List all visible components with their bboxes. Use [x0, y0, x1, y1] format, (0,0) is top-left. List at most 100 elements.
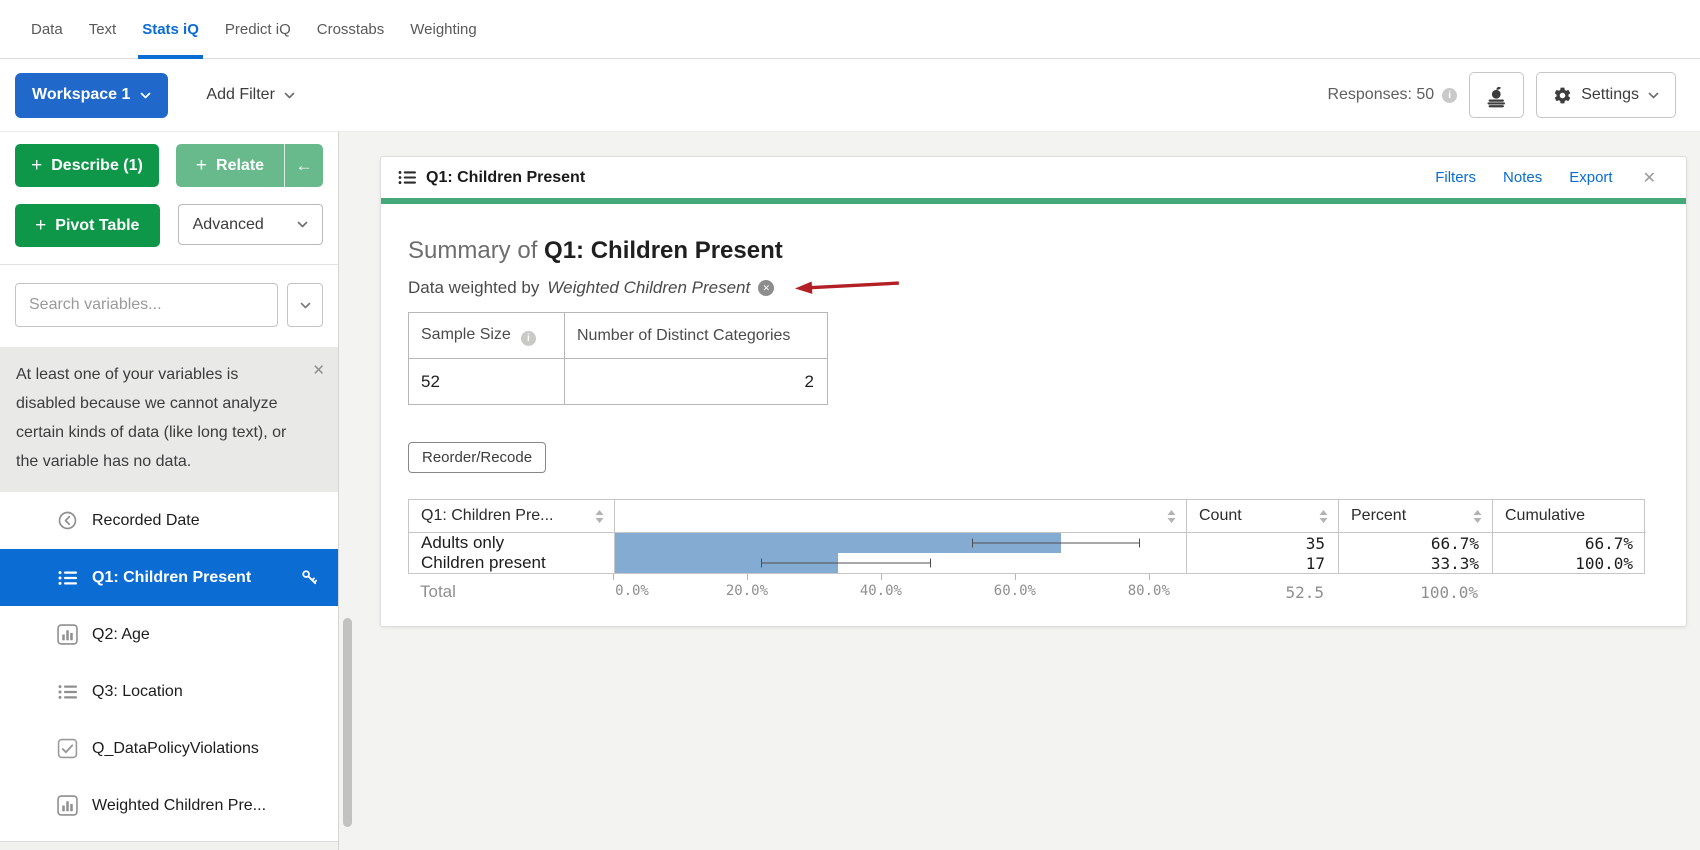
pivot-table-label: Pivot Table: [55, 216, 140, 234]
settings-button[interactable]: Settings: [1536, 72, 1676, 118]
apple-book-icon: [1483, 82, 1510, 109]
responses-label: Responses: 50: [1327, 86, 1435, 103]
reorder-recode-button[interactable]: Reorder/Recode: [408, 442, 547, 473]
total-percent: 100.0%: [1420, 583, 1478, 602]
add-filter-button[interactable]: Add Filter: [206, 86, 295, 104]
tab-crosstabs[interactable]: Crosstabs: [316, 20, 385, 38]
info-icon[interactable]: i: [1442, 87, 1458, 103]
learning-button[interactable]: [1469, 72, 1525, 118]
plus-icon: +: [35, 215, 47, 236]
bar: [615, 553, 838, 573]
sample-size-value: 52: [408, 358, 565, 405]
variable-item-q1-children-present[interactable]: Q1: Children Present: [0, 549, 338, 606]
top-nav: Data Text Stats iQ Predict iQ Crosstabs …: [0, 0, 1700, 59]
bar-axis: 0.0% 20.0% 40.0% 60.0% 80.0%: [613, 574, 1185, 612]
variable-column-header[interactable]: Q1: Children Pre...: [409, 500, 614, 533]
settings-label: Settings: [1581, 86, 1639, 103]
plus-icon: +: [195, 155, 208, 176]
axis-tick-label: 20.0%: [725, 583, 769, 599]
variable-label: Q2: Age: [92, 625, 150, 643]
count-column-header[interactable]: Count: [1186, 500, 1338, 533]
count-header-label: Count: [1199, 507, 1242, 524]
collapse-button[interactable]: ←: [284, 144, 323, 187]
list-icon: [57, 570, 78, 586]
sort-icon[interactable]: [1167, 509, 1176, 523]
tab-weighting[interactable]: Weighting: [410, 20, 477, 38]
disabled-variables-notice: At least one of your variables is disabl…: [0, 347, 338, 492]
sort-icon[interactable]: [1473, 509, 1482, 523]
workspace-button[interactable]: Workspace 1: [15, 72, 169, 118]
weight-variable-name: Weighted Children Present: [547, 278, 751, 297]
chevron-down-icon: [140, 92, 151, 99]
sidebar-actions: + Describe (1) + Relate ←: [0, 132, 338, 247]
table-row-category: Children present: [421, 553, 546, 572]
sort-icon[interactable]: [595, 509, 604, 523]
content-area: + Describe (1) + Relate ←: [0, 132, 1700, 850]
variable-item-weighted-children-present[interactable]: Weighted Children Pre...: [0, 777, 338, 834]
arrow-left-icon: ←: [295, 155, 313, 175]
count-value: 35: [1186, 533, 1338, 553]
chevron-down-icon: [300, 302, 311, 309]
card-links: Filters Notes Export ✕: [1435, 168, 1656, 188]
cumulative-column-header[interactable]: Cumulative: [1492, 500, 1646, 533]
relate-button[interactable]: + Relate: [176, 144, 284, 187]
axis-tick-label: 40.0%: [859, 583, 902, 599]
toolbar: Workspace 1 Add Filter Responses: 50 i: [0, 59, 1700, 132]
summary-heading: Summary of Q1: Children Present: [408, 237, 1659, 265]
remove-weight-icon[interactable]: ✕: [758, 280, 775, 296]
describe-button[interactable]: + Describe (1): [15, 144, 159, 187]
variable-item-q2-age[interactable]: Q2: Age: [0, 606, 338, 663]
chevron-down-icon: [284, 92, 295, 99]
weighted-prefix: Data weighted by: [408, 278, 540, 297]
variable-item-q-datapolicyviolations[interactable]: Q_DataPolicyViolations: [0, 720, 338, 777]
axis-tick-mark: [746, 574, 748, 580]
total-cumulative-empty: [1491, 574, 1645, 612]
advanced-dropdown[interactable]: Advanced: [177, 204, 323, 245]
notice-text: At least one of your variables is disabl…: [16, 366, 287, 470]
search-filter-dropdown[interactable]: [287, 283, 323, 327]
info-icon[interactable]: i: [520, 330, 536, 346]
sort-icon[interactable]: [1319, 509, 1328, 523]
card-header: Q1: Children Present Filters Notes Expor…: [381, 157, 1686, 198]
card-body: Summary of Q1: Children Present Data wei…: [381, 237, 1686, 626]
close-icon[interactable]: ✕: [1642, 169, 1656, 187]
card-title-label: Q1: Children Present: [426, 168, 586, 186]
total-count: 52.5: [1285, 583, 1324, 602]
tab-text[interactable]: Text: [88, 20, 117, 38]
sidebar-scrollbar[interactable]: [343, 618, 352, 827]
bar-column-header[interactable]: [614, 500, 1186, 533]
distinct-categories-header: Number of Distinct Categories: [564, 312, 828, 359]
workspace-label: Workspace 1: [32, 86, 131, 103]
percent-column-header[interactable]: Percent: [1338, 500, 1492, 533]
card-accent-bar: [381, 198, 1686, 204]
count-value: 17: [1186, 553, 1338, 573]
filters-link[interactable]: Filters: [1435, 169, 1477, 186]
cumulative-value: 66.7%: [1492, 533, 1646, 553]
table-row-category: Adults only: [421, 533, 505, 552]
tab-data[interactable]: Data: [31, 20, 63, 38]
tab-stats-iq[interactable]: Stats iQ: [138, 0, 203, 59]
close-icon[interactable]: ✕: [312, 362, 325, 379]
axis-tick-mark: [880, 574, 882, 580]
summary-prefix: Summary of: [408, 237, 545, 264]
notes-link[interactable]: Notes: [1503, 169, 1543, 186]
frequency-table: Q1: Children Pre... Count P: [408, 499, 1646, 612]
cumulative-header-label: Cumulative: [1505, 507, 1586, 524]
variable-item-recorded-date[interactable]: Recorded Date: [0, 492, 338, 549]
bar: [615, 533, 1061, 553]
responses-count: Responses: 50 i: [1327, 86, 1458, 104]
variable-item-q3-location[interactable]: Q3: Location: [0, 663, 338, 720]
pivot-table-button[interactable]: + Pivot Table: [15, 204, 160, 247]
toolbar-right-group: Responses: 50 i: [1327, 72, 1676, 118]
sample-size-header-label: Sample Size: [421, 325, 511, 343]
variable-list: Recorded Date Q1: Children Present Q2:: [0, 492, 338, 842]
bar-chart-icon: [57, 795, 78, 816]
chevron-down-icon: [297, 221, 308, 228]
export-link[interactable]: Export: [1569, 169, 1613, 186]
search-input[interactable]: [15, 283, 278, 327]
tab-predict-iq[interactable]: Predict iQ: [224, 20, 291, 38]
axis-tick-label: 80.0%: [1127, 583, 1170, 599]
search-row: [0, 265, 338, 347]
axis-tick-mark: [1148, 574, 1150, 580]
variable-label: Recorded Date: [92, 511, 200, 529]
